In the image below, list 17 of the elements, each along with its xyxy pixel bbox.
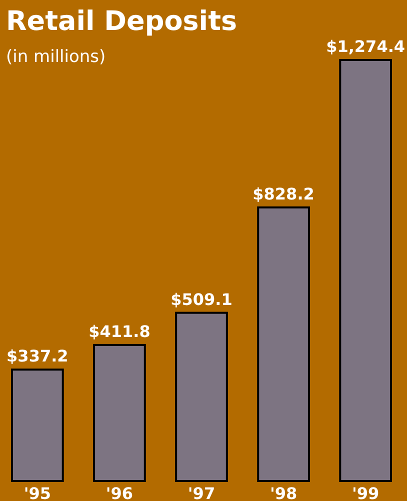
data-label: $828.2 [252, 184, 314, 204]
x-tick-label: '96 [106, 484, 134, 501]
data-label: $411.8 [88, 322, 150, 341]
bar [339, 59, 392, 482]
x-tick-label: '99 [352, 484, 380, 501]
x-tick-label: '95 [24, 484, 52, 501]
x-tick-label: '97 [188, 484, 216, 501]
data-label: $337.2 [6, 346, 68, 366]
bar [257, 206, 310, 482]
chart-subtitle: (in millions) [6, 47, 106, 67]
chart-title: Retail Deposits [6, 6, 238, 37]
bar [175, 312, 228, 482]
data-label: $509.1 [170, 290, 232, 309]
x-tick-label: '98 [270, 484, 298, 501]
bar [93, 344, 146, 482]
data-label: $1,274.4 [326, 37, 406, 56]
bar [11, 368, 64, 482]
